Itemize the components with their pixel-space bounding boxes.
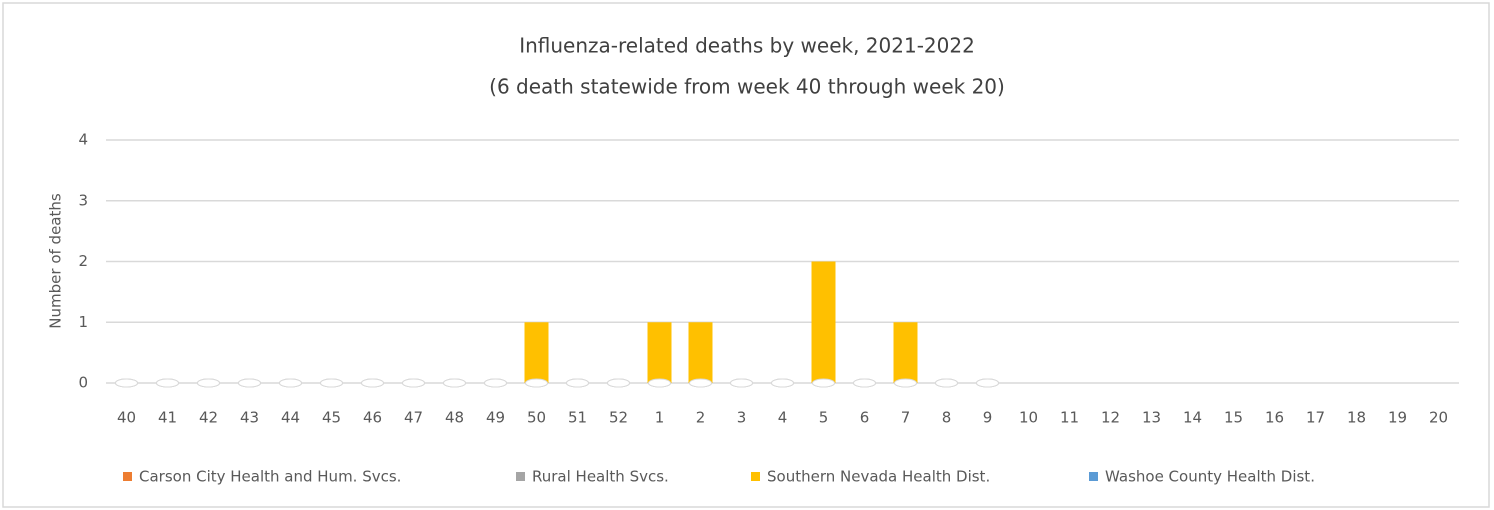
zero-bar	[771, 378, 794, 388]
x-tick-label: 12	[1101, 409, 1120, 427]
zero-bar	[935, 378, 958, 388]
legend-swatch	[123, 472, 132, 481]
zero-bar	[566, 378, 589, 388]
zero-bar	[402, 378, 425, 388]
x-tick-label: 13	[1142, 409, 1161, 427]
x-tick-label: 20	[1429, 409, 1448, 427]
x-tick-label: 16	[1265, 409, 1284, 427]
y-tick-label: 3	[78, 191, 88, 209]
x-tick-label: 52	[609, 409, 628, 427]
legend-label: Washoe County Health Dist.	[1105, 468, 1315, 486]
x-tick-label: 5	[819, 409, 829, 427]
zero-bar	[525, 378, 548, 388]
x-tick-label: 45	[322, 409, 341, 427]
bar	[688, 322, 713, 383]
bar	[893, 322, 918, 383]
x-tick-label: 1	[655, 409, 665, 427]
x-tick-label: 41	[158, 409, 177, 427]
x-tick-label: 47	[404, 409, 423, 427]
chart-title: Influenza-related deaths by week, 2021-2…	[519, 34, 975, 58]
y-tick-label: 2	[78, 252, 88, 270]
x-tick-label: 3	[737, 409, 747, 427]
x-tick-label: 4	[778, 409, 788, 427]
legend-label: Southern Nevada Health Dist.	[767, 468, 990, 486]
zero-bar	[894, 378, 917, 388]
zero-bar	[361, 378, 384, 388]
bar	[647, 322, 672, 383]
zero-bar	[197, 378, 220, 388]
zero-bar	[689, 378, 712, 388]
legend-swatch	[516, 472, 525, 481]
zero-bar	[853, 378, 876, 388]
x-tick-label: 50	[527, 409, 546, 427]
x-tick-label: 8	[942, 409, 952, 427]
x-tick-label: 43	[240, 409, 259, 427]
zero-bar	[115, 378, 138, 388]
x-tick-label: 44	[281, 409, 300, 427]
zero-bar	[812, 378, 835, 388]
legend-label: Rural Health Svcs.	[532, 468, 669, 486]
zero-bar	[156, 378, 179, 388]
legend-swatch	[1089, 472, 1098, 481]
x-tick-label: 49	[486, 409, 505, 427]
y-tick-label: 0	[78, 374, 88, 392]
x-tick-label: 42	[199, 409, 218, 427]
x-tick-label: 51	[568, 409, 587, 427]
x-tick-label: 48	[445, 409, 464, 427]
zero-bar	[607, 378, 630, 388]
x-tick-label: 17	[1306, 409, 1325, 427]
x-tick-label: 9	[983, 409, 993, 427]
x-tick-label: 11	[1060, 409, 1079, 427]
zero-bar	[279, 378, 302, 388]
x-tick-label: 14	[1183, 409, 1202, 427]
chart-subtitle: (6 death statewide from week 40 through …	[489, 75, 1005, 99]
x-tick-label: 7	[901, 409, 911, 427]
legend-label: Carson City Health and Hum. Svcs.	[139, 468, 401, 486]
y-tick-label: 1	[78, 313, 88, 331]
zero-bar	[648, 378, 671, 388]
x-tick-label: 15	[1224, 409, 1243, 427]
zero-bar	[320, 378, 343, 388]
y-axis-label: Number of deaths	[47, 193, 65, 329]
zero-bar	[238, 378, 261, 388]
zero-bar	[730, 378, 753, 388]
zero-bar	[443, 378, 466, 388]
x-tick-label: 18	[1347, 409, 1366, 427]
x-tick-label: 46	[363, 409, 382, 427]
x-tick-label: 40	[117, 409, 136, 427]
bar	[811, 261, 836, 383]
x-tick-label: 19	[1388, 409, 1407, 427]
zero-bar	[484, 378, 507, 388]
x-tick-label: 6	[860, 409, 870, 427]
bar	[524, 322, 549, 383]
legend-swatch	[751, 472, 760, 481]
x-tick-label: 2	[696, 409, 706, 427]
x-tick-label: 10	[1019, 409, 1038, 427]
zero-bar	[976, 378, 999, 388]
y-tick-label: 4	[78, 131, 88, 149]
